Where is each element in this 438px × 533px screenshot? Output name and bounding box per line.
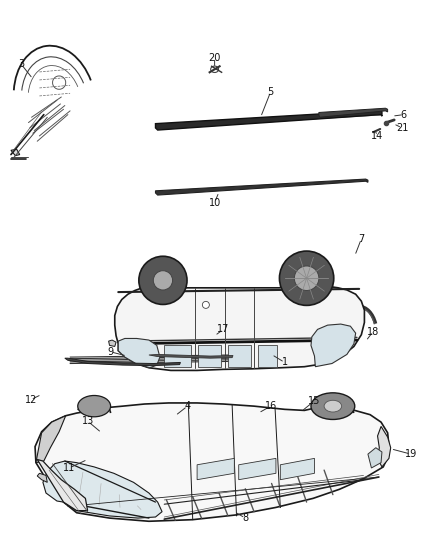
Polygon shape <box>258 345 277 367</box>
Polygon shape <box>149 354 233 358</box>
Circle shape <box>294 266 319 290</box>
Polygon shape <box>164 345 191 367</box>
Ellipse shape <box>324 400 342 412</box>
Text: 7: 7 <box>358 234 364 244</box>
Text: 1: 1 <box>282 358 288 367</box>
Polygon shape <box>155 110 382 130</box>
Polygon shape <box>43 461 162 518</box>
Text: 10: 10 <box>208 198 221 207</box>
Text: 5: 5 <box>268 87 274 96</box>
Text: 4: 4 <box>184 401 191 411</box>
Polygon shape <box>65 358 180 366</box>
Text: 11: 11 <box>63 463 75 473</box>
Text: 3: 3 <box>18 59 24 69</box>
Text: 12: 12 <box>25 395 37 405</box>
Ellipse shape <box>311 393 355 419</box>
Polygon shape <box>197 458 234 480</box>
Text: 13: 13 <box>81 416 94 426</box>
Polygon shape <box>280 458 314 480</box>
Circle shape <box>153 271 173 290</box>
Text: 17: 17 <box>217 325 230 334</box>
Polygon shape <box>228 345 251 367</box>
Polygon shape <box>109 340 116 346</box>
Text: 18: 18 <box>367 327 379 336</box>
Polygon shape <box>239 458 276 480</box>
Text: 14: 14 <box>371 131 384 141</box>
Text: 21: 21 <box>396 123 408 133</box>
Polygon shape <box>118 338 160 368</box>
Text: 16: 16 <box>265 401 277 411</box>
Circle shape <box>279 251 334 305</box>
Text: 20: 20 <box>208 53 221 62</box>
Ellipse shape <box>78 395 110 417</box>
Circle shape <box>139 256 187 304</box>
Polygon shape <box>11 149 20 156</box>
Polygon shape <box>378 426 391 467</box>
Circle shape <box>202 301 209 309</box>
Polygon shape <box>115 281 364 370</box>
Polygon shape <box>319 108 388 117</box>
Polygon shape <box>37 459 88 511</box>
Polygon shape <box>368 448 382 468</box>
Polygon shape <box>198 345 221 367</box>
Polygon shape <box>35 403 389 521</box>
Polygon shape <box>155 179 368 195</box>
Polygon shape <box>36 416 66 463</box>
Text: 15: 15 <box>308 396 321 406</box>
Text: 9: 9 <box>107 347 113 357</box>
Text: 6: 6 <box>401 110 407 119</box>
Text: 8: 8 <box>242 513 248 523</box>
Text: 19: 19 <box>405 449 417 459</box>
Polygon shape <box>37 473 47 482</box>
Polygon shape <box>311 324 356 367</box>
